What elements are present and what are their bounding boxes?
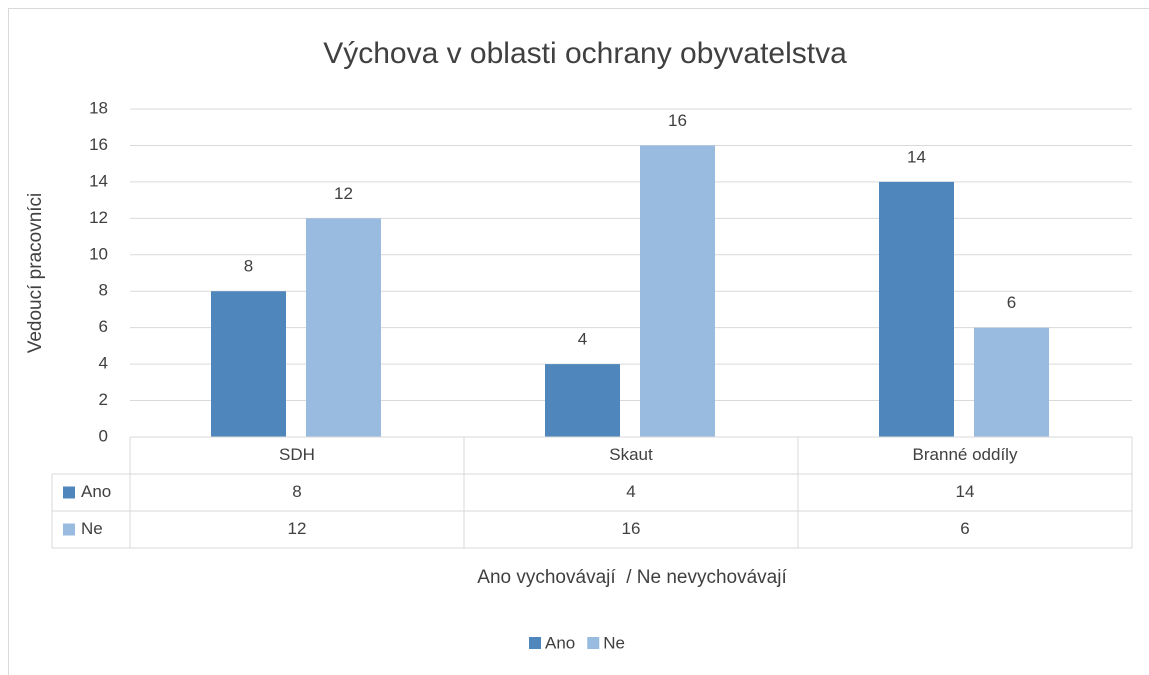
data-label: 4 (578, 330, 587, 349)
bar (879, 181, 954, 437)
table-value: 8 (292, 482, 301, 501)
data-label: 12 (334, 184, 353, 203)
table-value: 4 (626, 482, 635, 501)
table-value: 14 (956, 482, 975, 501)
bar (545, 364, 620, 437)
y-tick-label: 16 (89, 135, 108, 154)
x-tick-label: SDH (279, 445, 315, 464)
table-value: 16 (622, 519, 641, 538)
bar (211, 291, 286, 437)
y-tick-label: 2 (99, 390, 108, 409)
data-label: 8 (244, 257, 253, 276)
data-label: 14 (907, 147, 926, 166)
legend-label: Ne (603, 633, 625, 652)
y-tick-label: 4 (99, 354, 108, 373)
y-tick-label: 12 (89, 208, 108, 227)
legend-key (587, 637, 600, 649)
data-label: 16 (668, 111, 687, 130)
y-tick-label: 0 (99, 426, 108, 445)
y-tick-label: 14 (89, 171, 108, 190)
data-label: 6 (1007, 293, 1016, 312)
table-series-name: Ano (81, 482, 111, 501)
chart-title: Výchova v oblasti ochrany obyvatelstva (323, 37, 847, 70)
y-tick-label: 18 (89, 98, 108, 117)
x-axis-label: Ano vychovávají / Ne nevychovávají (477, 567, 787, 588)
table-value: 12 (288, 519, 307, 538)
bar (306, 218, 381, 437)
bar (640, 145, 715, 437)
table-legend-key (63, 523, 75, 536)
bar (974, 327, 1049, 437)
table-series-name: Ne (81, 519, 103, 538)
y-tick-label: 8 (99, 281, 108, 300)
legend-label: Ano (545, 633, 575, 652)
table-legend-key (63, 486, 75, 499)
x-tick-label: Branné oddíly (913, 445, 1018, 464)
x-tick-label: Skaut (609, 445, 653, 464)
chart-border (8, 8, 1149, 675)
table-value: 6 (960, 519, 969, 538)
y-tick-label: 6 (99, 317, 108, 336)
y-tick-label: 10 (89, 244, 108, 263)
y-axis-label: Vedoucí pracovníci (25, 193, 46, 354)
legend-key (529, 637, 541, 649)
